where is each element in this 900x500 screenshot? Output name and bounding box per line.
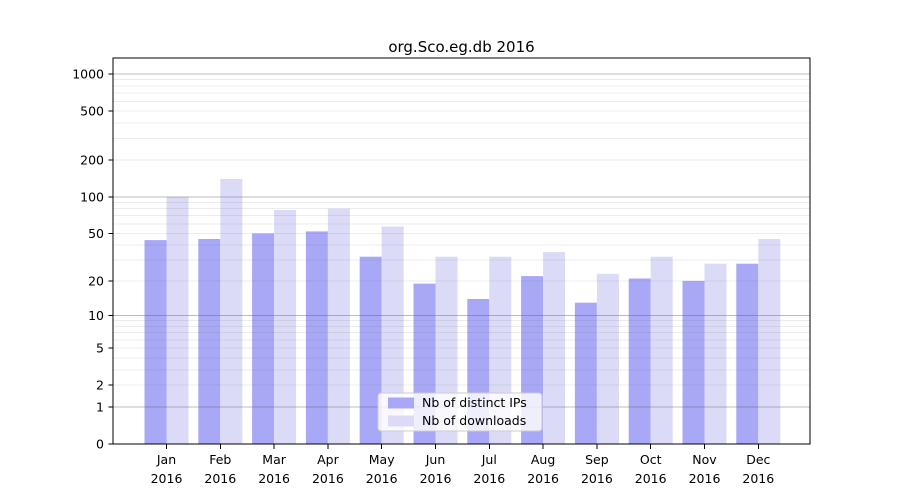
legend-swatch-downloads <box>388 415 414 427</box>
y-tick-label: 100 <box>80 189 104 204</box>
x-tick-year-label: 2016 <box>581 471 613 486</box>
legend-label-downloads: Nb of downloads <box>422 413 526 428</box>
bar-downloads <box>220 179 243 444</box>
x-tick-month-label: Sep <box>585 452 609 467</box>
y-tick-label: 0 <box>96 437 104 452</box>
x-tick-month-label: Nov <box>692 452 717 467</box>
x-tick-year-label: 2016 <box>258 471 290 486</box>
bar-downloads <box>704 263 727 444</box>
x-tick-year-label: 2016 <box>527 471 559 486</box>
y-tick-label: 50 <box>88 226 104 241</box>
x-tick-year-label: 2016 <box>420 471 452 486</box>
bar-downloads <box>166 196 189 444</box>
bar-distinct-ips <box>252 233 275 444</box>
bar-distinct-ips <box>359 256 382 444</box>
bar-distinct-ips <box>682 280 705 444</box>
x-tick-year-label: 2016 <box>689 471 721 486</box>
bar-downloads <box>650 256 673 444</box>
legend-label-distinct-ips: Nb of distinct IPs <box>422 395 527 410</box>
x-tick-month-label: Jan <box>156 452 176 467</box>
bar-downloads <box>758 239 781 444</box>
x-tick-year-label: 2016 <box>473 471 505 486</box>
x-tick-year-label: 2016 <box>312 471 344 486</box>
x-tick-month-label: Oct <box>640 452 662 467</box>
bar-downloads <box>381 226 404 444</box>
bar-distinct-ips <box>144 240 167 444</box>
bar-distinct-ips <box>628 278 651 444</box>
x-tick-month-label: Feb <box>209 452 231 467</box>
x-tick-month-label: Jul <box>481 452 497 467</box>
legend-swatch-distinct-ips <box>388 397 414 409</box>
bar-distinct-ips <box>305 231 328 444</box>
y-tick-label: 20 <box>88 273 104 288</box>
x-tick-year-label: 2016 <box>204 471 236 486</box>
x-tick-year-label: 2016 <box>635 471 667 486</box>
bar-distinct-ips <box>736 263 759 444</box>
legend-box <box>377 392 543 432</box>
bar-distinct-ips <box>574 302 597 444</box>
plot-frame <box>112 57 811 445</box>
x-tick-year-label: 2016 <box>742 471 774 486</box>
y-tick-label: 1 <box>96 399 104 414</box>
y-tick-label: 1000 <box>72 67 104 82</box>
bar-downloads <box>596 273 619 444</box>
x-tick-year-label: 2016 <box>151 471 183 486</box>
x-tick-month-label: Jun <box>425 452 446 467</box>
x-tick-year-label: 2016 <box>366 471 398 486</box>
y-tick-label: 500 <box>80 104 104 119</box>
bar-distinct-ips <box>198 239 221 444</box>
x-tick-month-label: May <box>369 452 395 467</box>
bar-downloads <box>327 208 350 444</box>
bar-downloads <box>543 252 566 444</box>
x-tick-month-label: Mar <box>262 452 286 467</box>
y-tick-label: 200 <box>80 153 104 168</box>
y-tick-label: 10 <box>88 308 104 323</box>
x-tick-month-label: Dec <box>746 452 770 467</box>
y-tick-label: 2 <box>96 378 104 393</box>
bar-downloads <box>274 210 297 444</box>
y-tick-label: 5 <box>96 341 104 356</box>
x-tick-month-label: Apr <box>317 452 339 467</box>
chart-title: org.Sco.eg.db 2016 <box>388 38 534 56</box>
x-tick-month-label: Aug <box>531 452 555 467</box>
